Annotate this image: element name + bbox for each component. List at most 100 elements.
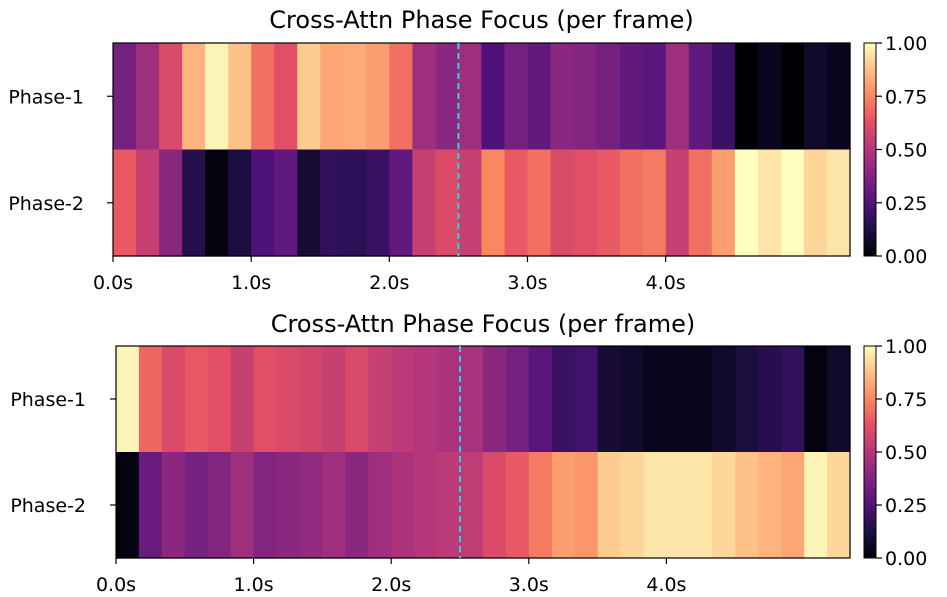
heatmap-cell (826, 149, 851, 257)
heatmap-cell (574, 346, 599, 453)
colorbar-tick-label: 1.00 (885, 33, 927, 55)
heatmap-cell (345, 346, 369, 453)
heatmap-cell (230, 452, 255, 559)
heatmap-cell (251, 149, 275, 257)
colorbar-tick-label: 0.75 (885, 86, 927, 108)
row-label: Phase-1 (10, 389, 86, 411)
heatmap-cell (205, 43, 229, 151)
heatmap-cell (551, 452, 576, 559)
heatmap-cell (781, 452, 805, 559)
heatmap-cell (366, 149, 390, 257)
heatmap-cell (412, 149, 437, 257)
heatmap-cell (412, 43, 437, 151)
heatmap-cell (504, 43, 529, 151)
plot-frame (115, 345, 851, 559)
heatmap-cell (758, 452, 782, 559)
colorbar (863, 345, 877, 559)
heatmap-cell (804, 452, 828, 559)
heatmap-cell (184, 452, 209, 559)
heatmap-cell (460, 452, 484, 559)
heatmap-cell (643, 346, 668, 453)
heatmap-cell (274, 43, 298, 151)
colorbar-tick-label: 0.25 (885, 495, 927, 517)
heatmap-cell (550, 149, 575, 257)
heatmap-cell (504, 149, 529, 257)
row-label: Phase-2 (10, 495, 86, 517)
heatmap-panel-1: Cross-Attn Phase Focus (per frame) Phase-… (8, 6, 927, 294)
heatmap-cell (343, 43, 367, 151)
heatmap-cell (666, 452, 691, 559)
heatmap-cell (253, 452, 278, 559)
heatmap-cell (826, 43, 851, 151)
x-tick-label: 1.0s (234, 574, 274, 596)
heatmap-cell (113, 43, 137, 151)
heatmap-cell (297, 149, 321, 257)
heatmap-cell (207, 452, 232, 559)
heatmap-cell (458, 43, 483, 151)
heatmap-cell (320, 149, 344, 257)
heatmap-cell (299, 346, 324, 453)
x-tick-label: 4.0s (646, 272, 686, 294)
colorbar-tick-label: 0.50 (885, 442, 927, 464)
heatmap-cell (596, 149, 621, 257)
heatmap-cell (758, 346, 782, 453)
heatmap-cell (368, 452, 392, 559)
colorbar-tick-label: 0.00 (885, 548, 927, 570)
heatmap-cell (573, 149, 598, 257)
heatmap-cell (182, 149, 206, 257)
heatmap-cell (116, 452, 140, 559)
heatmap-cell (643, 452, 668, 559)
heatmap-cell (573, 43, 598, 151)
heatmap-cell (620, 346, 645, 453)
heatmap-cell (689, 452, 713, 559)
heatmap-cell (688, 149, 713, 257)
heatmap-cell (113, 149, 137, 257)
colorbar-tick-label: 0.25 (885, 193, 927, 215)
heatmap-cell (205, 149, 229, 257)
heatmap-cell (735, 346, 759, 453)
heatmap-cell (688, 43, 713, 151)
heatmap-cell (734, 149, 759, 257)
heatmap-cell (414, 452, 438, 559)
heatmap-cell (228, 43, 252, 151)
heatmap-cell (345, 452, 369, 559)
heatmap-cell (228, 149, 252, 257)
heatmap-cell (712, 346, 736, 453)
colorbar-tick-label: 0.75 (885, 389, 927, 411)
x-tick-label: 0.0s (93, 272, 133, 294)
heatmap-cell (597, 452, 622, 559)
heatmap-cell (528, 452, 553, 559)
heatmap-cell (297, 43, 321, 151)
heatmap-cell (481, 43, 506, 151)
heatmap-cell (527, 149, 552, 257)
heatmap-cell (665, 43, 690, 151)
heatmap-cell (711, 149, 736, 257)
heatmap-cell (138, 346, 163, 453)
heatmap-cell (619, 149, 644, 257)
x-tick-label: 3.0s (509, 574, 549, 596)
heatmap-cell (161, 452, 186, 559)
x-tick-label: 0.0s (96, 574, 136, 596)
heatmap-cell (712, 452, 736, 559)
heatmap-cell (735, 452, 759, 559)
heatmap-cell (481, 149, 506, 257)
heatmap-cell (574, 452, 599, 559)
heatmap-cell (159, 149, 183, 257)
heatmap-cell (414, 346, 438, 453)
heatmap-cell (274, 149, 298, 257)
heatmap-cell (322, 346, 346, 453)
heatmap-cell (550, 43, 575, 151)
row-label: Phase-2 (8, 193, 84, 215)
heatmap-cell (597, 346, 622, 453)
colorbar-tick-label: 0.50 (885, 140, 927, 162)
heatmap-cell (437, 346, 461, 453)
heatmap-cell (320, 43, 344, 151)
heatmap-cell (527, 43, 552, 151)
x-tick-label: 2.0s (369, 272, 409, 294)
heatmap-cell (368, 346, 392, 453)
heatmap-cell (116, 346, 140, 453)
heatmap-cell (435, 43, 460, 151)
heatmap-cell (391, 452, 415, 559)
row-label: Phase-1 (8, 86, 84, 108)
heatmap-cell (666, 346, 691, 453)
